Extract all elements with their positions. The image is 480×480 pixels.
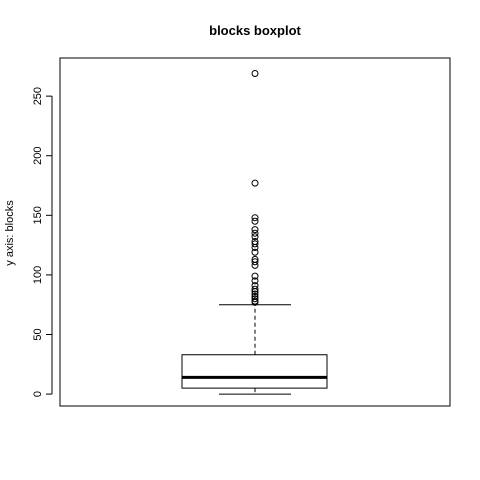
outlier-point <box>251 238 259 246</box>
y-tick-label: 100 <box>32 266 44 284</box>
y-tick-label: 250 <box>32 87 44 105</box>
y-axis: 0 50 100 150 200 250 <box>32 87 53 397</box>
outlier-point <box>251 255 259 263</box>
chart-title: blocks boxplot <box>209 23 301 38</box>
outlier-point <box>251 258 259 266</box>
outlier-point <box>251 226 259 234</box>
outlier-point <box>251 214 259 222</box>
y-tick-label: 200 <box>32 147 44 165</box>
outlier-point <box>251 272 259 280</box>
outlier-point <box>251 285 259 293</box>
outlier-point <box>251 179 259 187</box>
outlier-point <box>251 240 259 248</box>
outlier-point <box>251 290 259 298</box>
y-axis-label: y axis: blocks <box>4 200 16 266</box>
outlier-point <box>251 277 259 285</box>
y-tick-label: 50 <box>32 328 44 340</box>
y-tick-label: 0 <box>32 391 44 397</box>
iqr-box <box>181 354 328 389</box>
outlier-point <box>251 292 259 300</box>
outlier-point <box>251 248 259 256</box>
outlier-point <box>251 233 259 241</box>
outlier-point <box>251 297 259 305</box>
outlier-point <box>251 217 259 225</box>
outlier-point <box>251 69 259 77</box>
plot-frame <box>59 57 451 407</box>
y-tick-label: 150 <box>32 206 44 224</box>
outlier-point <box>251 229 259 237</box>
boxplot <box>181 304 328 395</box>
outlier-points <box>251 69 259 306</box>
outlier-point <box>251 282 259 290</box>
outlier-point <box>251 295 259 303</box>
